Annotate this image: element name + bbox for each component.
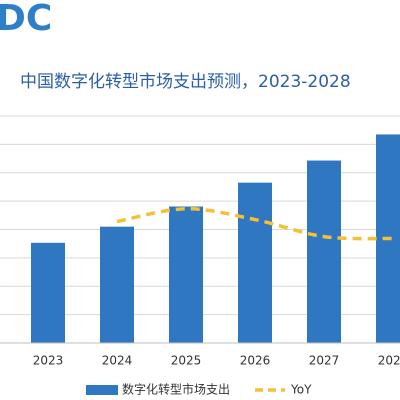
chart-title: 中国数字化转型市场支出预测，2023-2028 xyxy=(20,72,351,92)
x-tick-label: 2028 xyxy=(378,354,400,368)
x-tick-label: 2027 xyxy=(309,354,340,368)
x-tick-label: 2025 xyxy=(171,354,202,368)
bar xyxy=(238,182,272,343)
legend-label: YoY xyxy=(290,383,312,397)
x-tick-label: 2026 xyxy=(240,354,271,368)
bar xyxy=(169,206,203,343)
bar xyxy=(100,226,134,343)
x-tick-label: 2024 xyxy=(102,354,133,368)
bar xyxy=(307,160,341,343)
logo: DC xyxy=(0,0,52,39)
yoy-line xyxy=(116,207,394,241)
bar xyxy=(31,242,65,343)
x-tick-label: 2023 xyxy=(33,354,64,368)
legend-label: 数字化转型市场支出 xyxy=(122,382,230,397)
legend-swatch xyxy=(86,385,118,395)
